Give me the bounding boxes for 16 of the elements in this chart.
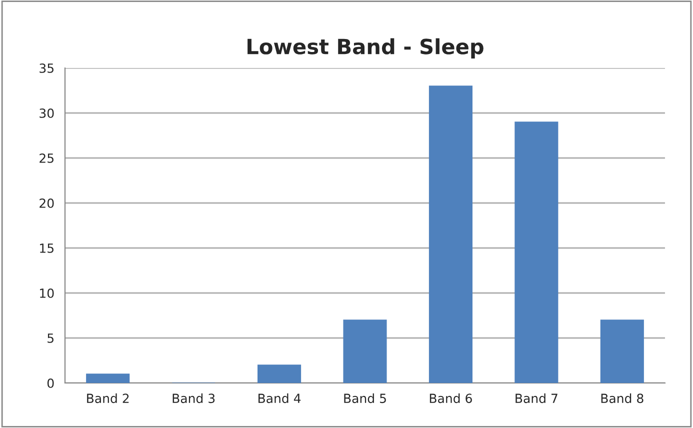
x-tick-label: Band 5 xyxy=(344,393,386,404)
x-tick-label: Band 2 xyxy=(87,393,129,404)
y-tick-label: 5 xyxy=(48,334,54,343)
x-tick-label: Band 8 xyxy=(601,393,644,404)
chart-title: Lowest Band - Sleep xyxy=(248,38,484,58)
y-tick-label: 10 xyxy=(40,288,54,298)
y-tick-label: 15 xyxy=(40,244,54,253)
y-tick-label: 20 xyxy=(40,198,54,208)
y-tick-label: 0 xyxy=(47,378,54,388)
x-tick-label: Band 7 xyxy=(516,393,558,404)
x-tick-label: Band 6 xyxy=(430,393,472,404)
y-tick-label: 25 xyxy=(40,153,54,163)
y-tick-label: 35 xyxy=(40,63,54,73)
x-tick-label: Band 3 xyxy=(172,393,215,404)
y-tick-label: 30 xyxy=(40,108,54,118)
x-tick-label: Band 4 xyxy=(258,393,301,404)
